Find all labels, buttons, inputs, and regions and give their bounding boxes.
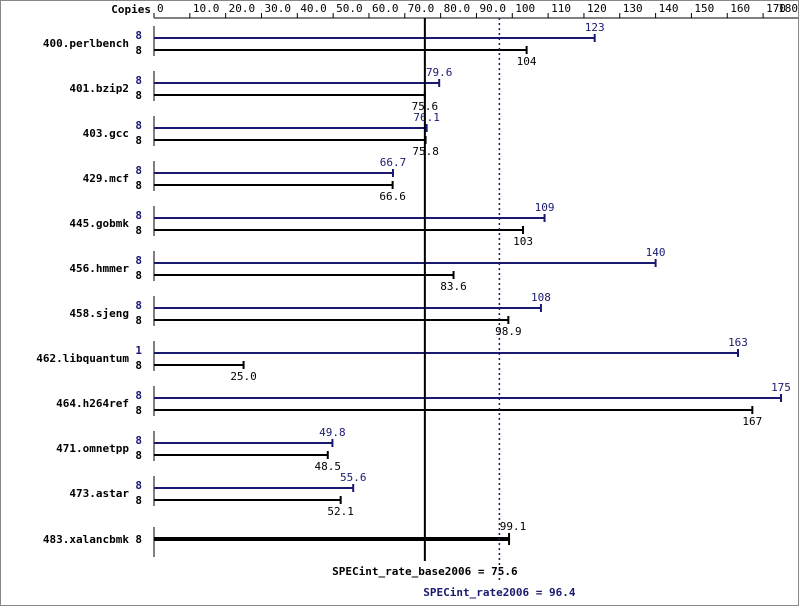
benchmark-label: 458.sjeng [69, 307, 129, 320]
value-label: 48.5 [315, 460, 342, 473]
x-tick-label: 80.0 [444, 2, 471, 15]
value-label: 167 [742, 415, 762, 428]
x-tick-label: 120 [587, 2, 607, 15]
value-label: 25.0 [230, 370, 257, 383]
copies-label: 8 [135, 74, 142, 87]
x-tick-label: 100 [515, 2, 535, 15]
benchmark-label: 403.gcc [83, 127, 129, 140]
benchmark-label: 464.h264ref [56, 397, 129, 410]
value-label: 76.1 [413, 111, 440, 124]
benchmark-label: 445.gobmk [69, 217, 129, 230]
benchmark-label: 456.hmmer [69, 262, 129, 275]
value-label: 140 [646, 246, 666, 259]
x-tick-label: 130 [623, 2, 643, 15]
value-label: 123 [585, 21, 605, 34]
value-label: 79.6 [426, 66, 453, 79]
copies-label: 8 [135, 164, 142, 177]
copies-label: 8 [135, 89, 142, 102]
copies-label: 8 [135, 359, 142, 372]
copies-label: 8 [135, 29, 142, 42]
x-tick-label: 150 [694, 2, 714, 15]
value-label: 175 [771, 381, 791, 394]
value-label: 104 [517, 55, 537, 68]
benchmark-label: 483.xalancbmk [43, 533, 129, 546]
copies-label: 8 [135, 314, 142, 327]
benchmark-label: 462.libquantum [36, 352, 129, 365]
benchmark-label: 473.astar [69, 487, 129, 500]
x-tick-label: 50.0 [336, 2, 363, 15]
x-tick-label: 40.0 [300, 2, 327, 15]
copies-label: 8 [135, 479, 142, 492]
copies-label: 8 [135, 494, 142, 507]
x-tick-label: 90.0 [479, 2, 506, 15]
x-tick-label: 180 [778, 2, 798, 15]
copies-label: 8 [135, 449, 142, 462]
value-label: 98.9 [495, 325, 522, 338]
value-label: 109 [535, 201, 555, 214]
x-tick-label: 30.0 [264, 2, 291, 15]
copies-label: 8 [135, 299, 142, 312]
x-tick-label: 110 [551, 2, 571, 15]
x-tick-label: 10.0 [193, 2, 220, 15]
copies-label: 8 [135, 389, 142, 402]
benchmark-label: 400.perlbench [43, 37, 129, 50]
copies-label: 8 [135, 44, 142, 57]
value-label: 55.6 [340, 471, 367, 484]
copies-label: 8 [135, 209, 142, 222]
value-label: 83.6 [440, 280, 467, 293]
copies-label: 8 [135, 179, 142, 192]
x-tick-label: 70.0 [408, 2, 435, 15]
x-tick-label: 60.0 [372, 2, 399, 15]
reference-label: SPECint_rate_base2006 = 75.6 [332, 565, 518, 578]
axis-label: Copies [111, 3, 151, 16]
x-tick-label: 0 [157, 2, 164, 15]
benchmark-label: 471.omnetpp [56, 442, 129, 455]
reference-label: SPECint_rate2006 = 96.4 [423, 586, 576, 599]
value-label: 163 [728, 336, 748, 349]
x-tick-label: 160 [730, 2, 750, 15]
x-tick-label: 170 [766, 2, 786, 15]
x-tick-label: 20.0 [229, 2, 256, 15]
value-label: 108 [531, 291, 551, 304]
copies-label: 8 [135, 134, 142, 147]
copies-label: 8 [135, 533, 142, 546]
value-label: 66.7 [380, 156, 407, 169]
copies-label: 8 [135, 254, 142, 267]
copies-label: 8 [135, 269, 142, 282]
value-label: 103 [513, 235, 533, 248]
copies-label: 8 [135, 224, 142, 237]
value-label: 49.8 [319, 426, 346, 439]
benchmark-label: 401.bzip2 [69, 82, 129, 95]
benchmark-label: 429.mcf [83, 172, 129, 185]
copies-label: 8 [135, 404, 142, 417]
x-tick-label: 140 [659, 2, 679, 15]
copies-label: 8 [135, 434, 142, 447]
value-label: 52.1 [327, 505, 354, 518]
value-label: 99.1 [500, 520, 527, 533]
copies-label: 8 [135, 119, 142, 132]
value-label: 66.6 [379, 190, 406, 203]
copies-label: 1 [135, 344, 142, 357]
